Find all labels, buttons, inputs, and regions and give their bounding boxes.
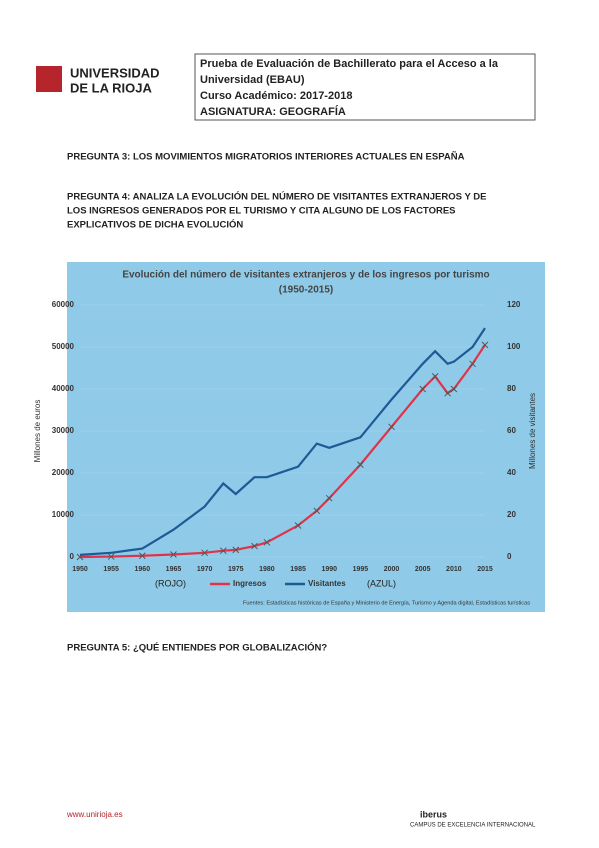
y2-tick-label: 80 (507, 384, 516, 393)
point-marker (419, 385, 427, 393)
x-tick-label: 2005 (415, 566, 431, 573)
y-tick-label: 30000 (52, 426, 75, 435)
y-tick-label: 40000 (52, 384, 75, 393)
question: LOS INGRESOS GENERADOS POR EL TURISMO Y … (67, 206, 456, 217)
y2-tick-label: 120 (507, 300, 521, 309)
y2-tick-label: 60 (507, 426, 516, 435)
x-tick-label: 1970 (197, 566, 213, 573)
point-marker (232, 546, 240, 554)
x-tick-label: 1980 (259, 566, 275, 573)
y-tick-label: 60000 (52, 300, 75, 309)
question: PREGUNTA 5: ¿QUÉ ENTIENDES POR GLOBALIZA… (67, 642, 327, 654)
point-marker (313, 507, 321, 515)
question: EXPLICATIVOS DE DICHA EVOLUCIÓN (67, 219, 243, 231)
legend-label: Ingresos (233, 579, 267, 588)
logo-icon (36, 66, 62, 92)
y-tick-label: 20000 (52, 468, 75, 477)
point-marker (107, 553, 115, 560)
x-tick-label: 2010 (446, 566, 462, 573)
footer-web: www.unirioja.es (66, 810, 123, 819)
legend-label: Visitantes (308, 579, 346, 588)
point-marker (201, 549, 208, 557)
x-tick-label: 1955 (103, 566, 119, 573)
chart-background (67, 262, 545, 612)
point-marker (219, 547, 227, 555)
chart: Evolución del número de visitantes extra… (33, 270, 537, 607)
university-name: DE LA RIOJA (70, 80, 152, 95)
chart-title: (1950-2015) (279, 285, 333, 296)
point-marker (481, 341, 489, 349)
point-marker (450, 385, 458, 393)
x-tick-label: 2015 (477, 566, 493, 573)
point-marker (388, 423, 395, 431)
series-line (79, 327, 486, 556)
header-line: ASIGNATURA: GEOGRAFÍA (200, 105, 346, 118)
footer-brand: iberus (420, 809, 447, 819)
x-tick-label: 1965 (166, 566, 182, 573)
point-marker (357, 461, 364, 468)
x-tick-label: 1985 (290, 566, 306, 573)
x-tick-label: 1950 (72, 566, 88, 573)
y-tick-label: 10000 (52, 510, 75, 519)
point-marker (444, 389, 451, 397)
point-marker (251, 542, 258, 550)
chart-title: Evolución del número de visitantes extra… (122, 270, 489, 281)
question: PREGUNTA 4: ANALIZA LA EVOLUCIÓN DEL NÚM… (67, 191, 486, 203)
x-tick-label: 1995 (353, 566, 369, 573)
annotation: (ROJO) (155, 578, 186, 588)
university-name: UNIVERSIDAD (70, 65, 160, 80)
x-tick-label: 1975 (228, 566, 244, 573)
y-tick-label: 50000 (52, 342, 75, 351)
point-marker (325, 494, 333, 502)
y-axis-label: Millones de euros (33, 400, 42, 463)
annotation: (AZUL) (367, 578, 396, 588)
point-marker (138, 552, 146, 560)
x-tick-label: 1960 (135, 566, 151, 573)
point-marker (263, 538, 271, 546)
point-marker (431, 373, 439, 380)
header-box (194, 53, 536, 121)
series-line (79, 344, 486, 559)
x-tick-label: 1990 (321, 566, 337, 573)
point-marker (170, 551, 177, 558)
header-line: Prueba de Evaluación de Bachillerato par… (200, 58, 499, 70)
y2-tick-label: 40 (507, 468, 516, 477)
footer-campus: CAMPUS DE EXCELENCIA INTERNACIONAL (410, 823, 536, 829)
y2-tick-label: 0 (507, 552, 512, 561)
question: PREGUNTA 3: LOS MOVIMIENTOS MIGRATORIOS … (67, 152, 465, 163)
header-line: Universidad (EBAU) (200, 74, 305, 86)
y2-tick-label: 100 (507, 342, 521, 351)
x-tick-label: 2000 (384, 566, 400, 573)
y2-axis-label: Millones de visitantes (528, 393, 537, 469)
chart-source: Fuentes: Estadísticas históricas de Espa… (243, 600, 530, 606)
header-line: Curso Académico: 2017-2018 (200, 90, 352, 102)
point-marker (294, 522, 302, 529)
y-tick-label: 0 (70, 552, 75, 561)
y2-tick-label: 20 (507, 510, 516, 519)
point-marker (469, 360, 476, 368)
